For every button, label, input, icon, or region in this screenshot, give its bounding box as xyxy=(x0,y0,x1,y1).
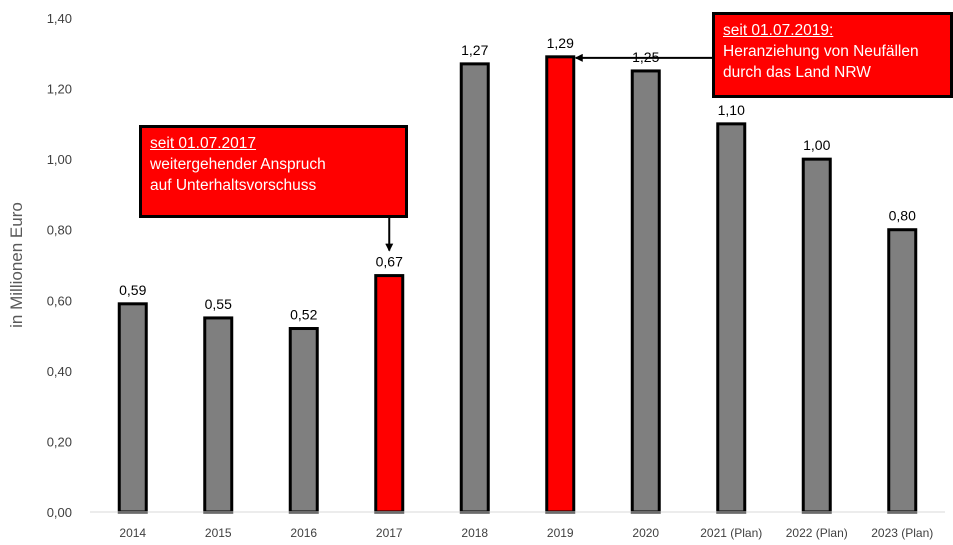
data-label: 1,29 xyxy=(547,35,574,51)
annotation-2017-line: weitergehender Anspruch xyxy=(150,156,326,173)
bar-2022-plan xyxy=(801,157,832,514)
bar-2014 xyxy=(117,302,148,514)
y-tick-label: 1,20 xyxy=(47,82,72,97)
x-axis-labels: 2014 2015 2016 2017 2018 2019 2020 2021 (Plan) 2… xyxy=(119,526,933,540)
y-tick-label: 0,00 xyxy=(47,505,72,520)
annotation-2017-line: auf Unterhaltsvorschuss xyxy=(150,177,317,194)
y-tick-label: 0,40 xyxy=(47,364,72,379)
y-axis-title: in Millionen Euro xyxy=(7,202,26,328)
x-tick-label: 2020 xyxy=(632,526,659,540)
x-tick-label: 2015 xyxy=(205,526,232,540)
annotation-2019-line: durch das Land NRW xyxy=(723,64,871,81)
data-label: 0,59 xyxy=(119,282,146,298)
x-tick-label: 2014 xyxy=(119,526,146,540)
bar-2016 xyxy=(288,327,319,514)
data-label: 0,55 xyxy=(205,296,232,312)
data-label: 1,27 xyxy=(461,42,488,58)
data-labels: 0,590,550,520,671,27 1,291,251,101,000,80 xyxy=(119,35,916,323)
data-label: 0,67 xyxy=(376,254,403,270)
data-label: 0,80 xyxy=(889,208,916,224)
y-tick-label: 0,60 xyxy=(47,293,72,308)
bar-2023-plan xyxy=(887,228,918,514)
data-label: 1,00 xyxy=(803,137,830,153)
y-tick-label: 0,80 xyxy=(47,223,72,238)
annotation-2019-heading: seit 01.07.2019: xyxy=(723,22,834,39)
y-axis-ticks: 0,00 0,20 0,40 0,60 0,80 1,00 1,20 1,40 xyxy=(47,11,72,520)
x-tick-label: 2017 xyxy=(376,526,403,540)
x-tick-label: 2022 (Plan) xyxy=(786,526,848,540)
bar-2019 xyxy=(545,55,576,514)
x-tick-label: 2023 (Plan) xyxy=(871,526,933,540)
annotation-2019: seit 01.07.2019: Heranziehung von Neufäl… xyxy=(712,12,953,98)
bar-2021-plan xyxy=(716,122,747,514)
annotation-arrows xyxy=(385,53,712,252)
data-label: 0,52 xyxy=(290,307,317,323)
bar-2017 xyxy=(374,274,405,514)
x-tick-label: 2018 xyxy=(461,526,488,540)
annotation-2017-heading: seit 01.07.2017 xyxy=(150,135,257,152)
data-label: 1,10 xyxy=(718,102,745,118)
annotation-2017: seit 01.07.2017 weitergehender Anspruch … xyxy=(139,125,408,218)
bar-2015 xyxy=(203,316,234,514)
y-tick-label: 0,20 xyxy=(47,434,72,449)
x-tick-label: 2021 (Plan) xyxy=(700,526,762,540)
x-tick-label: 2016 xyxy=(290,526,317,540)
bar-2020 xyxy=(630,69,661,514)
y-tick-label: 1,00 xyxy=(47,152,72,167)
bar-2018 xyxy=(459,62,490,514)
y-tick-label: 1,40 xyxy=(47,11,72,26)
x-tick-label: 2019 xyxy=(547,526,574,540)
annotation-2019-line: Heranziehung von Neufällen xyxy=(723,43,919,60)
bars xyxy=(117,55,918,514)
